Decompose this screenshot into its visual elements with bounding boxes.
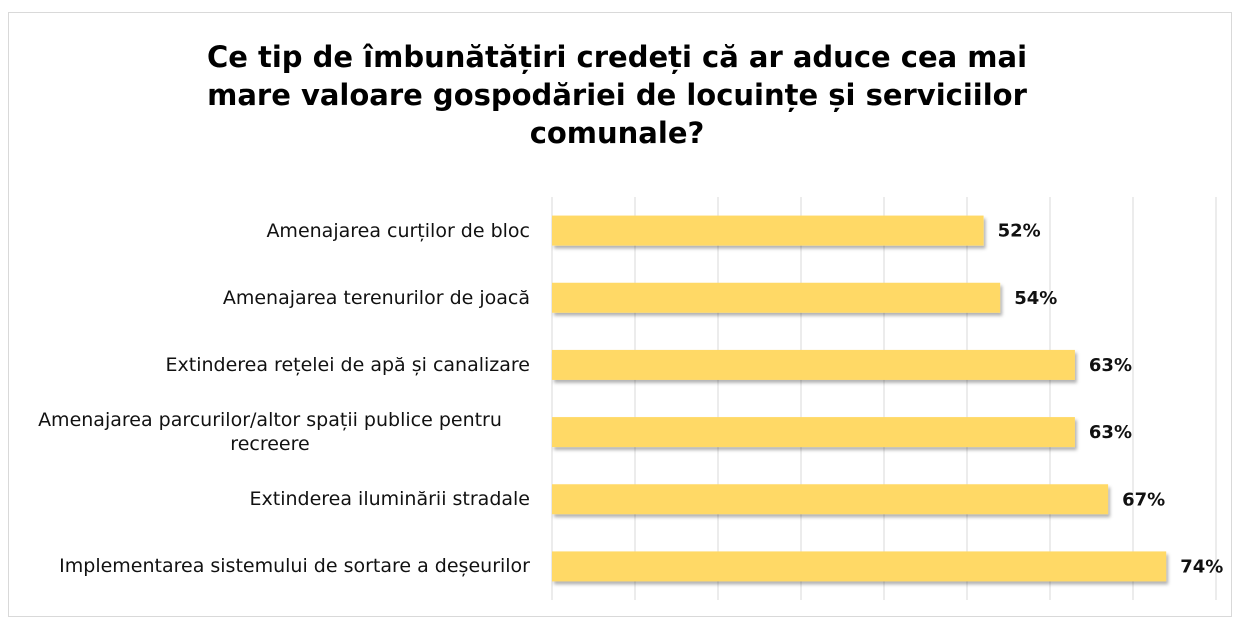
category-row: Implementarea sistemului de sortare a de… bbox=[10, 533, 530, 600]
bar bbox=[552, 551, 1167, 582]
y-tick-label: Implementarea sistemului de sortare a de… bbox=[59, 555, 530, 578]
y-tick-label: Amenajarea terenurilor de joacă bbox=[222, 286, 530, 309]
category-row: Amenajarea curților de bloc bbox=[10, 197, 530, 264]
y-tick-label: Amenajarea curților de bloc bbox=[266, 219, 530, 242]
data-label: 63% bbox=[1089, 422, 1132, 443]
bar bbox=[552, 282, 1001, 313]
bar bbox=[552, 349, 1075, 380]
category-row: Extinderea rețelei de apă și canalizare bbox=[10, 331, 530, 398]
category-row: Extinderea iluminării stradale bbox=[10, 466, 531, 533]
chart-frame bbox=[8, 12, 1232, 617]
data-label: 63% bbox=[1089, 355, 1132, 376]
bar bbox=[552, 215, 984, 246]
bar bbox=[552, 417, 1075, 448]
category-row: Amenajarea parcurilor/altor spații publi… bbox=[10, 399, 530, 466]
data-label: 67% bbox=[1122, 489, 1165, 510]
y-tick-label: Extinderea iluminării stradale bbox=[249, 488, 531, 511]
y-tick-label: Extinderea rețelei de apă și canalizare bbox=[165, 353, 530, 376]
bar bbox=[552, 484, 1109, 515]
data-label: 54% bbox=[1014, 288, 1057, 309]
category-row: Amenajarea terenurilor de joacă bbox=[10, 264, 530, 331]
data-label: 52% bbox=[998, 221, 1041, 242]
data-label: 74% bbox=[1180, 556, 1223, 577]
y-tick-label: Amenajarea parcurilor/altor spații publi… bbox=[38, 409, 502, 455]
chart-title: Ce tip de îmbunătățiri credeți că ar adu… bbox=[206, 40, 1028, 150]
